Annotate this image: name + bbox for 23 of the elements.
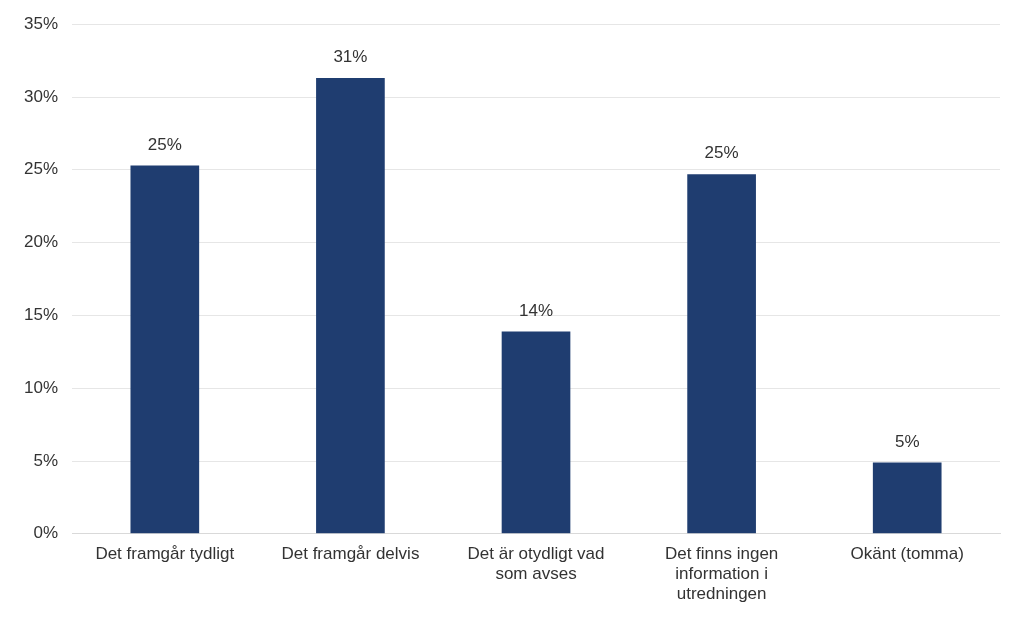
y-tick-label: 5% xyxy=(33,450,59,470)
y-tick-label: 0% xyxy=(33,523,59,543)
data-label: 25% xyxy=(147,134,182,154)
x-tick-label: Det finns ingen information i utredningen xyxy=(664,543,779,604)
y-tick-label: 30% xyxy=(23,86,59,106)
data-label: 25% xyxy=(704,143,739,163)
data-label: 5% xyxy=(894,431,920,451)
y-tick-label: 15% xyxy=(23,305,59,325)
y-tick-label: 20% xyxy=(23,232,59,252)
y-tick-label: 10% xyxy=(23,377,59,397)
bar xyxy=(687,174,756,534)
data-label: 31% xyxy=(333,47,368,67)
bar xyxy=(130,165,200,534)
x-tick-label: Det är otydligt vad som avses xyxy=(467,543,605,584)
y-tick-label: 35% xyxy=(23,13,59,33)
bar xyxy=(316,78,385,534)
bar xyxy=(501,331,571,534)
y-tick-label: 25% xyxy=(23,159,59,179)
x-tick-label: Okänt (tomma) xyxy=(850,543,964,563)
x-tick-label: Det framgår tydligt xyxy=(95,543,235,563)
bar xyxy=(872,462,942,534)
data-label: 14% xyxy=(519,300,554,320)
x-tick-label: Det framgår delvis xyxy=(281,543,420,563)
